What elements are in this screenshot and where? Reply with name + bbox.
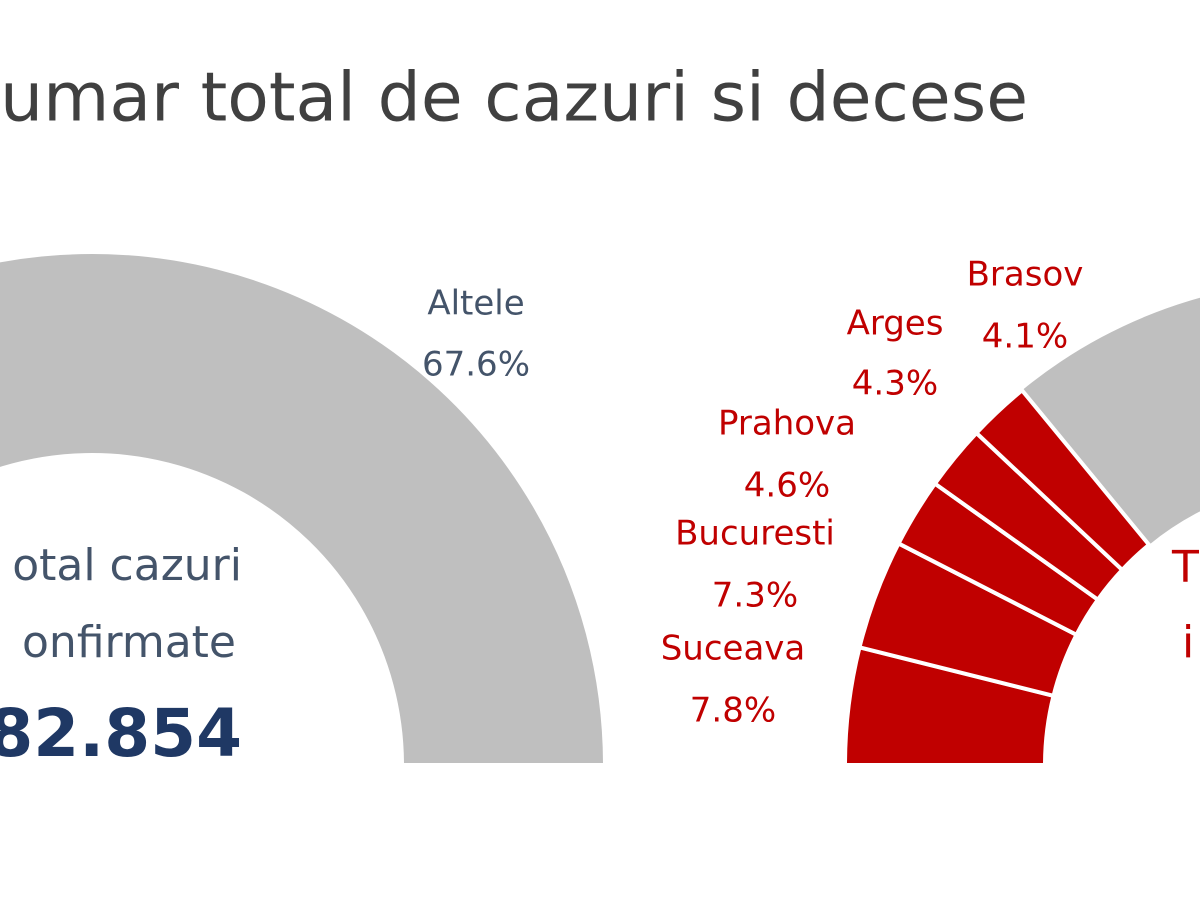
donut-segment: [973, 387, 1152, 573]
segment-value-label: 4.6%: [744, 466, 830, 506]
segment-value-label: 7.8%: [690, 691, 776, 731]
segment-label: Bucuresti: [675, 514, 835, 554]
segment-value-label: 4.1%: [982, 317, 1068, 357]
segment-value-label: 7.3%: [712, 576, 798, 616]
segment-label: Suceava: [661, 629, 806, 669]
annotation: onfirmate: [22, 617, 236, 668]
annotation: T: [1171, 542, 1199, 593]
segment-value-label: 67.6%: [422, 345, 530, 385]
slide-title: umar total de cazuri si decese: [0, 59, 1028, 138]
segment-value-label: 4.3%: [852, 364, 938, 404]
donut-segment: [0, 250, 608, 767]
segment-label: Altele: [427, 284, 524, 324]
segment-label: Arges: [847, 304, 944, 344]
annotation: 82.854: [0, 695, 242, 772]
annotation: otal cazuri: [12, 540, 242, 591]
segment-label: Brasov: [967, 255, 1084, 295]
annotation: i: [1182, 617, 1194, 668]
segment-label: Prahova: [718, 404, 856, 444]
